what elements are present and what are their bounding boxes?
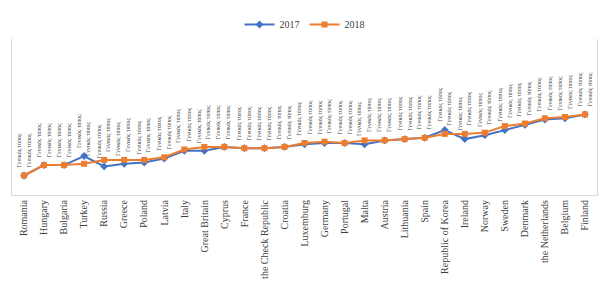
svg-text:Γενικός τύπος: Γενικός τύπος	[166, 115, 173, 149]
svg-text:Γενικός τύπος: Γενικός τύπος	[326, 99, 333, 133]
svg-text:Norway: Norway	[479, 200, 490, 232]
svg-text:Ireland: Ireland	[459, 200, 470, 228]
svg-text:Turkey: Turkey	[78, 200, 89, 229]
svg-text:Γενικός τύπος: Γενικός τύπος	[386, 98, 393, 132]
svg-text:Sweden: Sweden	[499, 200, 510, 232]
svg-text:Republic of Korea: Republic of Korea	[439, 199, 450, 273]
svg-text:Γενικός τύπος: Γενικός τύπος	[16, 133, 23, 167]
svg-text:Γενικός τύπος: Γενικός τύπος	[477, 93, 484, 127]
svg-text:Γενικός τύπος: Γενικός τύπος	[536, 77, 543, 111]
svg-text:Γενικός τύπος: Γενικός τύπος	[26, 133, 33, 167]
svg-text:Γενικός τύπος: Γενικός τύπος	[186, 107, 193, 141]
svg-text:Γενικός τύπος: Γενικός τύπος	[437, 87, 444, 121]
svg-text:Γενικός τύπος: Γενικός τύπος	[526, 81, 533, 115]
svg-text:Romania: Romania	[18, 199, 29, 236]
svg-text:the Netherlands: the Netherlands	[539, 200, 550, 263]
svg-text:Finland: Finland	[579, 200, 590, 231]
svg-text:2017: 2017	[280, 19, 300, 30]
svg-text:Great Britain: Great Britain	[199, 200, 210, 252]
svg-text:Poland: Poland	[138, 200, 149, 228]
svg-text:Γενικός τύπος: Γενικός τύπος	[236, 106, 243, 140]
svg-text:Luxemburg: Luxemburg	[299, 200, 310, 246]
svg-text:Γενικός τύπος: Γενικός τύπος	[215, 105, 222, 139]
svg-text:France: France	[239, 199, 250, 227]
svg-text:Γενικός τύπος: Γενικός τύπος	[366, 98, 373, 132]
svg-text:Γενικός τύπος: Γενικός τύπος	[145, 118, 152, 152]
svg-text:Denmark: Denmark	[519, 200, 530, 237]
svg-text:Austria: Austria	[379, 199, 390, 229]
svg-text:Γενικός τύπος: Γενικός τύπος	[376, 98, 383, 132]
svg-text:Γενικός τύπος: Γενικός τύπος	[175, 109, 182, 143]
svg-text:Γενικός τύπος: Γενικός τύπος	[246, 106, 253, 140]
svg-text:Γενικός τύπος: Γενικός τύπος	[136, 120, 143, 154]
svg-text:Γενικός τύπος: Γενικός τύπος	[407, 96, 414, 130]
svg-text:Γενικός τύπος: Γενικός τύπος	[587, 72, 594, 106]
svg-text:Γενικός τύπος: Γενικός τύπος	[416, 95, 423, 129]
svg-text:the Check Republic: the Check Republic	[259, 199, 270, 278]
svg-text:Γενικός τύπος: Γενικός τύπος	[56, 123, 63, 157]
svg-text:Γενικός τύπος: Γενικός τύπος	[466, 91, 473, 125]
svg-text:Latvia: Latvia	[159, 199, 170, 225]
svg-text:Bulgaria: Bulgaria	[58, 199, 69, 234]
svg-text:Γενικός τύπος: Γενικός τύπος	[266, 106, 273, 140]
svg-text:Γενικός τύπος: Γενικός τύπος	[66, 123, 73, 157]
svg-text:Γενικός τύπος: Γενικός τύπος	[286, 105, 293, 139]
svg-text:Γενικός τύπος: Γενικός τύπος	[507, 83, 514, 117]
svg-text:Γενικός τύπος: Γενικός τύπος	[296, 101, 303, 135]
svg-text:Γενικός τύπος: Γενικός τύπος	[337, 100, 344, 134]
svg-text:Γενικός τύπος: Γενικός τύπος	[426, 95, 433, 129]
svg-text:2018: 2018	[345, 19, 365, 30]
svg-text:Γενικός τύπος: Γενικός τύπος	[516, 82, 523, 116]
svg-text:Γενικός τύπος: Γενικός τύπος	[46, 123, 53, 157]
svg-text:Γενικός τύπος: Γενικός τύπος	[105, 118, 112, 152]
svg-text:Γενικός τύπος: Γενικός τύπος	[156, 116, 163, 150]
svg-text:Γενικός τύπος: Γενικός τύπος	[567, 74, 574, 108]
svg-text:Γενικός τύπος: Γενικός τύπος	[557, 76, 564, 110]
svg-text:Germany: Germany	[319, 200, 330, 237]
svg-text:Hungary: Hungary	[38, 200, 49, 235]
svg-text:Italy: Italy	[179, 200, 190, 218]
svg-text:Γενικός τύπος: Γενικός τύπος	[115, 121, 122, 155]
svg-text:Cyprus: Cyprus	[219, 200, 230, 229]
svg-text:Croatia: Croatia	[279, 199, 290, 229]
svg-text:Γενικός τύπος: Γενικός τύπος	[256, 106, 263, 140]
svg-text:Γενικός τύπος: Γενικός τύπος	[205, 105, 212, 139]
svg-text:Γενικός τύπος: Γενικός τύπος	[356, 101, 363, 135]
svg-text:Γενικός τύπος: Γενικός τύπος	[36, 123, 43, 157]
svg-text:Γενικός τύπος: Γενικός τύπος	[96, 124, 103, 158]
svg-text:Spain: Spain	[419, 200, 430, 223]
svg-text:Γενικός τύπος: Γενικός τύπος	[125, 118, 132, 152]
svg-text:Malta: Malta	[359, 199, 370, 223]
svg-text:Γενικός τύπος: Γενικός τύπος	[317, 100, 324, 134]
svg-text:Γενικός τύπος: Γενικός τύπος	[457, 96, 464, 130]
svg-text:Γενικός τύπος: Γενικός τύπος	[76, 114, 83, 148]
svg-text:Γενικός τύπος: Γενικός τύπος	[85, 121, 92, 155]
svg-text:Lithuania: Lithuania	[399, 199, 410, 238]
svg-text:Γενικός τύπος: Γενικός τύπος	[307, 100, 314, 134]
svg-text:Γενικός τύπος: Γενικός τύπος	[547, 76, 554, 110]
svg-text:Greece: Greece	[118, 199, 129, 228]
svg-text:Γενικός τύπος: Γενικός τύπος	[577, 72, 584, 106]
svg-text:Γενικός τύπος: Γενικός τύπος	[486, 90, 493, 124]
svg-text:Γενικός τύπος: Γενικός τύπος	[225, 105, 232, 139]
svg-text:Γενικός τύπος: Γενικός τύπος	[446, 91, 453, 125]
svg-text:Γενικός τύπος: Γενικός τύπος	[397, 96, 404, 130]
svg-text:Γενικός τύπος: Γενικός τύπος	[497, 87, 504, 121]
svg-text:Portugal: Portugal	[339, 200, 350, 234]
svg-text:Γενικός τύπος: Γενικός τύπος	[347, 100, 354, 134]
svg-text:Belgium: Belgium	[559, 200, 570, 235]
svg-text:Russia: Russia	[98, 199, 109, 226]
svg-text:Γενικός τύπος: Γενικός τύπος	[196, 109, 203, 143]
svg-text:Γενικός τύπος: Γενικός τύπος	[276, 105, 283, 139]
